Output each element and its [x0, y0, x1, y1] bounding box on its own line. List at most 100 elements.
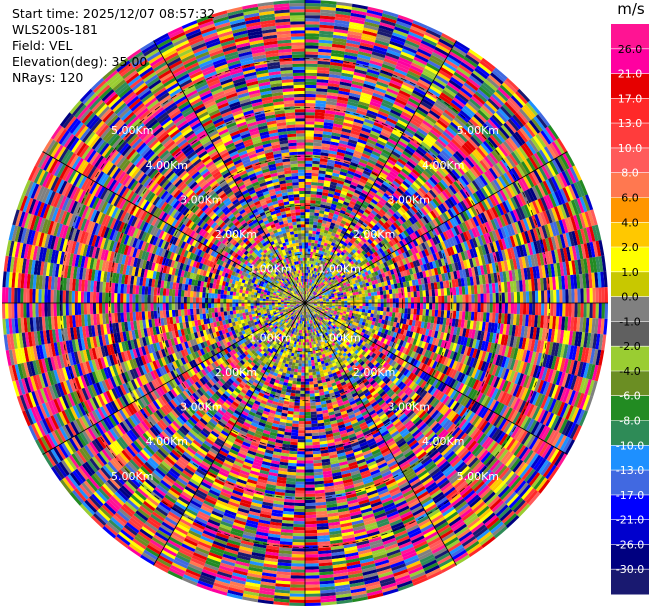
- velocity-cell: [333, 25, 349, 31]
- velocity-cell: [568, 184, 577, 200]
- velocity-cell: [589, 303, 593, 319]
- velocity-cell: [305, 296, 306, 300]
- velocity-cell: [398, 297, 402, 303]
- velocity-cell: [370, 187, 378, 194]
- velocity-cell: [425, 309, 430, 316]
- velocity-cell: [309, 206, 316, 210]
- velocity-cell: [388, 264, 393, 271]
- velocity-cell: [448, 157, 459, 168]
- velocity-cell: [463, 82, 477, 94]
- velocity-cell: [434, 259, 440, 268]
- velocity-cell: [356, 305, 360, 309]
- velocity-cell: [525, 102, 539, 117]
- velocity-cell: [417, 219, 425, 228]
- velocity-cell: [308, 295, 312, 299]
- velocity-cell: [481, 173, 491, 185]
- velocity-cell: [370, 54, 385, 61]
- velocity-cell: [463, 142, 474, 153]
- velocity-cell: [421, 157, 431, 166]
- velocity-cell: [416, 291, 420, 298]
- velocity-cell: [354, 68, 367, 75]
- velocity-cell: [439, 66, 454, 77]
- velocity-cell: [312, 166, 320, 171]
- velocity-cell: [305, 175, 312, 179]
- velocity-cell: [501, 82, 515, 96]
- velocity-cell: [538, 112, 551, 127]
- velocity-cell: [500, 105, 513, 119]
- velocity-cell: [319, 247, 323, 252]
- velocity-cell: [400, 182, 409, 191]
- velocity-cell: [361, 250, 367, 256]
- velocity-cell: [559, 289, 563, 303]
- velocity-cell: [362, 303, 366, 307]
- velocity-cell: [405, 145, 416, 154]
- velocity-cell: [316, 79, 329, 83]
- velocity-cell: [396, 254, 402, 262]
- velocity-cell: [504, 186, 513, 199]
- velocity-cell: [401, 213, 409, 221]
- velocity-cell: [335, 221, 341, 226]
- velocity-cell: [482, 185, 492, 197]
- velocity-cell: [438, 295, 442, 303]
- velocity-cell: [417, 78, 431, 88]
- velocity-cell: [311, 236, 316, 241]
- velocity-cell: [493, 218, 501, 230]
- velocity-cell: [338, 174, 347, 180]
- velocity-cell: [305, 130, 314, 134]
- velocity-cell: [380, 307, 384, 312]
- velocity-cell: [349, 269, 354, 274]
- velocity-cell: [350, 244, 356, 249]
- velocity-cell: [497, 86, 511, 100]
- velocity-cell: [306, 294, 309, 298]
- velocity-cell: [397, 173, 407, 181]
- velocity-cell: [347, 101, 359, 107]
- velocity-cell: [541, 225, 548, 239]
- velocity-cell: [345, 264, 350, 269]
- velocity-cell: [340, 220, 347, 225]
- velocity-cell: [353, 172, 362, 179]
- velocity-cell: [350, 15, 366, 22]
- velocity-cell: [567, 216, 575, 232]
- velocity-cell: [378, 219, 385, 226]
- velocity-cell: [330, 242, 336, 247]
- velocity-cell: [333, 269, 338, 273]
- velocity-cell: [433, 102, 446, 112]
- velocity-cell: [345, 45, 360, 52]
- velocity-cell: [352, 153, 362, 159]
- velocity-cell: [404, 178, 413, 186]
- velocity-cell: [486, 303, 490, 313]
- velocity-cell: [515, 90, 528, 105]
- velocity-cell: [375, 274, 380, 280]
- velocity-cell: [365, 112, 377, 120]
- velocity-cell: [457, 131, 468, 143]
- velocity-cell: [339, 247, 345, 252]
- velocity-cell: [311, 175, 319, 180]
- velocity-cell: [408, 121, 419, 131]
- velocity-cell: [465, 79, 479, 92]
- velocity-cell: [497, 228, 504, 240]
- velocity-cell: [370, 130, 381, 137]
- velocity-cell: [359, 42, 374, 49]
- velocity-cell: [432, 218, 439, 228]
- velocity-cell: [545, 194, 554, 209]
- velocity-cell: [336, 202, 343, 207]
- velocity-cell: [328, 228, 334, 233]
- velocity-cell: [412, 222, 420, 231]
- velocity-cell: [326, 289, 330, 292]
- velocity-cell: [528, 139, 539, 153]
- velocity-cell: [305, 118, 315, 122]
- velocity-cell: [332, 273, 337, 277]
- velocity-cell: [447, 208, 455, 219]
- velocity-cell: [488, 231, 496, 243]
- velocity-cell: [584, 211, 592, 227]
- velocity-cell: [388, 208, 395, 216]
- velocity-cell: [389, 79, 403, 88]
- velocity-cell: [433, 172, 443, 182]
- velocity-cell: [453, 117, 466, 128]
- velocity-cell: [417, 106, 429, 115]
- velocity-cell: [309, 218, 314, 222]
- velocity-cell: [468, 303, 472, 312]
- velocity-cell: [307, 291, 310, 295]
- velocity-cell: [377, 228, 384, 235]
- velocity-cell: [410, 308, 414, 315]
